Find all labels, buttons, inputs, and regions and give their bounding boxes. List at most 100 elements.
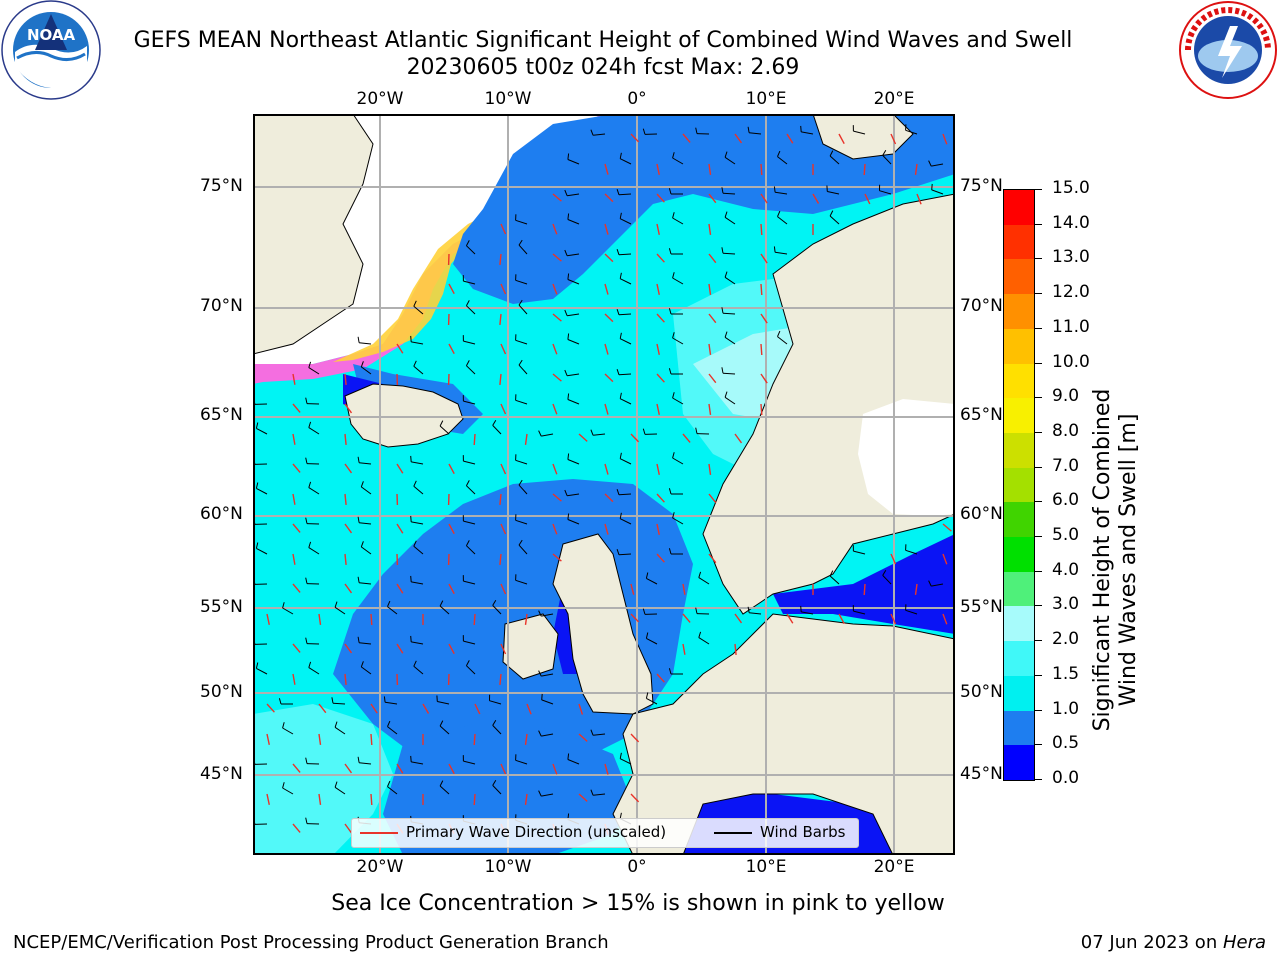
wind-barb-flag [724, 151, 728, 158]
wave-direction-arrow [604, 403, 609, 415]
wind-barb-flag [492, 419, 497, 426]
wind-barb [385, 701, 398, 705]
wind-barb [466, 365, 476, 375]
wave-direction-arrow [499, 253, 502, 265]
wave-direction-arrow [448, 343, 455, 355]
wind-barb [334, 726, 346, 735]
wind-barb-flag [777, 210, 781, 217]
wave-direction-arrow [473, 733, 476, 746]
wind-barb [411, 341, 424, 345]
wind-barb-flag [564, 189, 568, 196]
wave-direction-arrow [500, 643, 507, 655]
wave-direction-arrow [292, 643, 301, 653]
map-panel [253, 114, 955, 855]
wind-barb [724, 336, 736, 345]
wind-barb [359, 582, 372, 585]
wave-direction-arrow [708, 403, 712, 415]
wind-barb [619, 458, 632, 465]
wind-barb-flag [410, 515, 412, 522]
wave-direction-arrow [552, 283, 558, 295]
wind-barb [827, 191, 840, 195]
colorbar-segment [1004, 502, 1034, 538]
wind-barb [334, 786, 346, 795]
wind-barb-flag [829, 150, 834, 157]
wind-barb [931, 583, 944, 587]
wind-barb-flag [334, 721, 338, 728]
wind-barb [646, 637, 658, 645]
colorbar-tick-label: 8.0 [1052, 420, 1080, 441]
wind-barb-flag [255, 482, 259, 489]
wind-barb-flag [305, 757, 308, 764]
wind-barb [853, 550, 866, 555]
wind-barb [619, 218, 632, 225]
wind-barb [829, 575, 840, 585]
colorbar-tick-mark [1034, 605, 1042, 607]
wind-barb-flag [747, 606, 750, 613]
wind-barb-flag [255, 422, 259, 429]
wind-barb-flag [567, 513, 570, 520]
wind-barb [411, 521, 424, 525]
wave-direction-arrow [292, 763, 301, 773]
wind-barb-flag [255, 542, 259, 549]
wind-barb-flag [773, 186, 776, 193]
wind-barb [672, 397, 684, 405]
wave-direction-arrow [708, 343, 712, 355]
colorbar-tick-label: 15.0 [1052, 178, 1090, 198]
wind-barb-flag [777, 330, 781, 337]
wave-direction-arrow [656, 673, 665, 683]
wind-barb [463, 400, 476, 405]
footer-host: Hera [1222, 932, 1266, 953]
colorbar-tick-mark [1034, 327, 1042, 329]
wave-direction-arrow [499, 373, 502, 385]
wind-barb [618, 193, 632, 196]
wave-direction-arrow [500, 223, 507, 235]
wind-barb-flag [668, 368, 672, 375]
colorbar-segment [1004, 606, 1034, 642]
wave-direction-arrow [604, 283, 609, 295]
wind-barb-flag [616, 549, 620, 555]
colorbar-tick-mark [1034, 466, 1042, 468]
wind-barb [931, 189, 944, 195]
wave-vector-field [253, 124, 952, 835]
legend-item-wave: Primary Wave Direction (unscaled) [360, 823, 666, 841]
wind-barb-flag [334, 601, 338, 608]
wind-barb [775, 251, 788, 255]
wind-barb [698, 637, 710, 645]
wind-barb [749, 612, 762, 615]
wind-barb-flag [724, 271, 728, 278]
wind-barb-flag [538, 730, 542, 737]
wind-barb-flag [465, 240, 470, 246]
wave-direction-arrow [734, 133, 743, 144]
wave-direction-arrow [604, 763, 609, 775]
wind-barb-flag [308, 481, 312, 488]
wave-direction-arrow [942, 523, 952, 532]
map-svg [253, 114, 955, 855]
wind-barb-flag [721, 307, 724, 314]
wave-direction-arrow [682, 133, 691, 143]
colorbar-tick-mark [1034, 640, 1042, 642]
wind-barb [359, 522, 372, 525]
wave-direction-arrow [396, 523, 404, 534]
lat-label-right: 50°N [960, 682, 1003, 702]
wind-barb [541, 733, 554, 737]
wave-direction-arrow [318, 733, 322, 745]
colorbar-tick-label: 6.0 [1052, 490, 1080, 511]
wind-barb [256, 547, 268, 555]
wind-barb [256, 427, 268, 435]
noaa-logo: NOAA [1, 0, 101, 100]
wave-direction-arrow [292, 583, 301, 593]
wave-direction-arrow [448, 463, 455, 475]
wind-barb-flag [616, 309, 620, 315]
wind-barb-flag [439, 420, 444, 427]
wind-barb-flag [616, 369, 620, 375]
wind-barb [567, 373, 580, 377]
wind-barb-flag [928, 160, 932, 167]
wave-direction-arrow [682, 643, 686, 655]
wind-barb [256, 667, 268, 675]
wave-direction-arrow [630, 133, 640, 143]
wave-direction-arrow [760, 343, 763, 356]
colorbar-label-line2: Wind Waves and Swell [m] [1116, 413, 1141, 707]
wind-barb-flag [305, 577, 308, 584]
wave-direction-arrow [552, 403, 558, 415]
wind-barb [672, 277, 684, 285]
